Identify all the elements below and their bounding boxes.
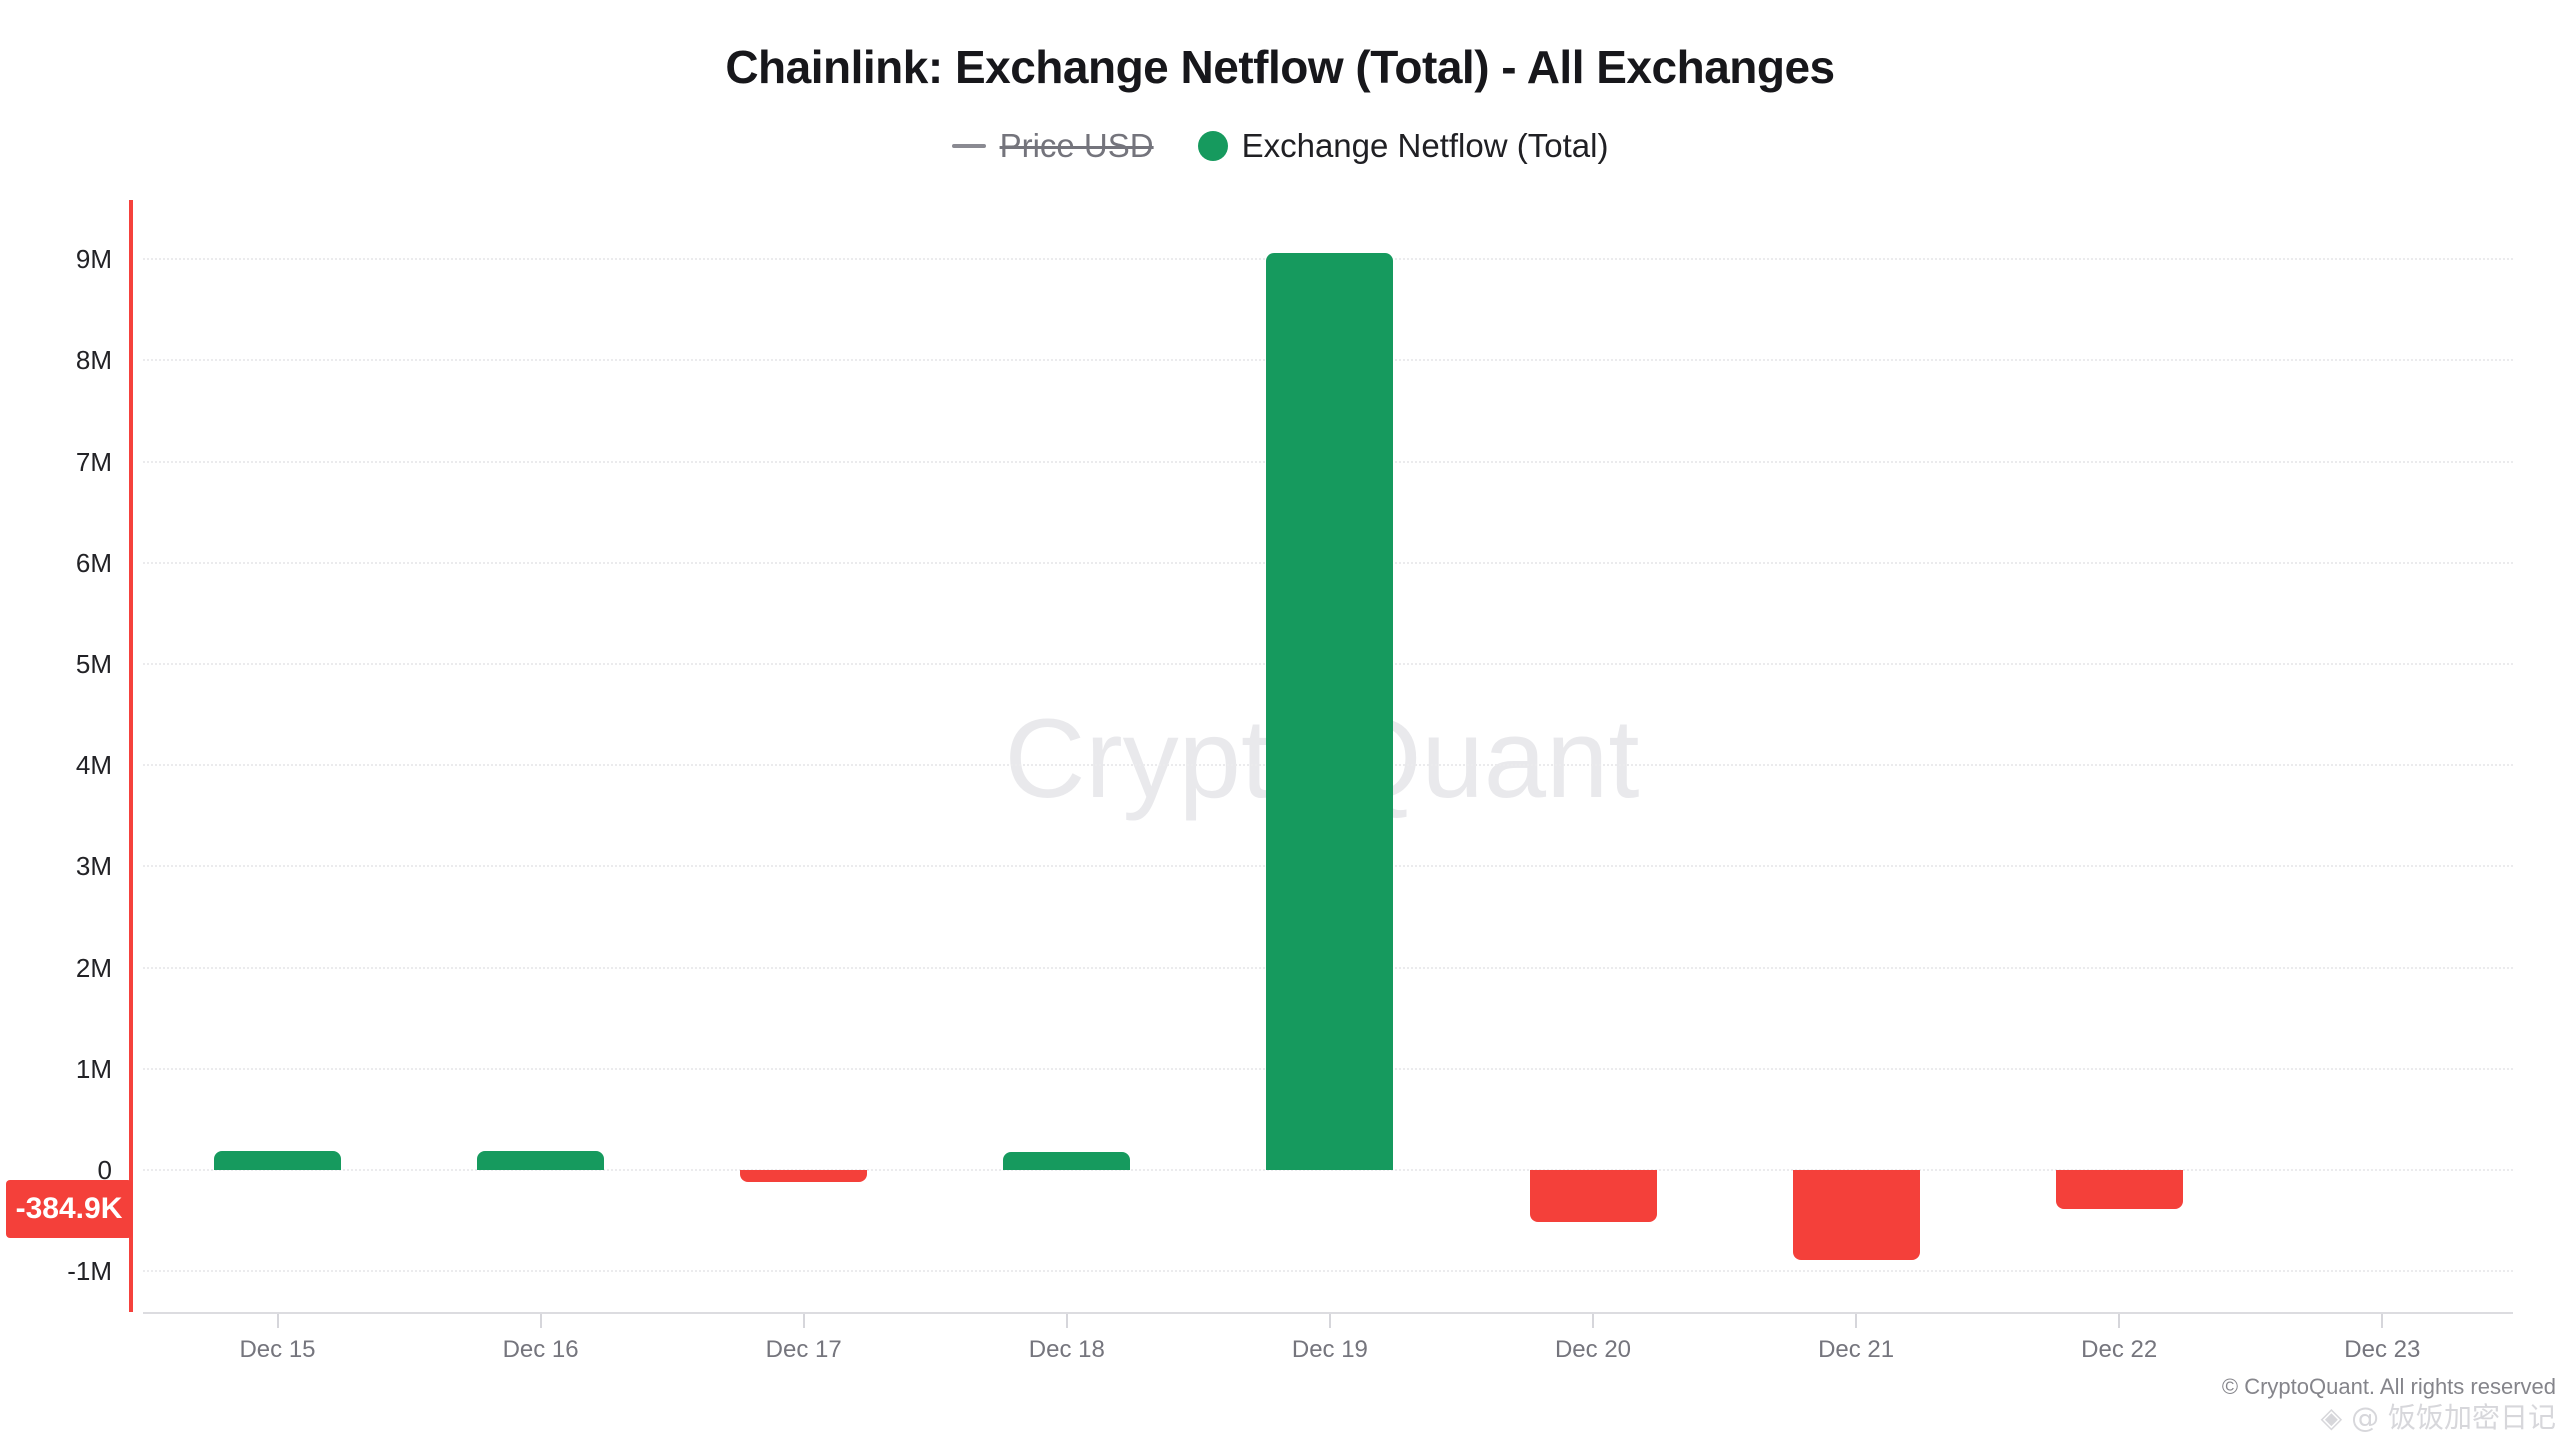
line-series-icon xyxy=(951,144,986,148)
x-tick-dec-20 xyxy=(1592,1312,1594,1328)
bar-dec-18[interactable] xyxy=(1003,1151,1131,1170)
copyright-text: © CryptoQuant. All rights reserved xyxy=(2221,1374,2556,1399)
gridline-0 xyxy=(143,1169,2513,1171)
x-axis-label-dec-16: Dec 16 xyxy=(502,1336,579,1363)
y-axis-label-0: 0 xyxy=(97,1155,112,1185)
x-axis-label-dec-20: Dec 20 xyxy=(1554,1336,1632,1363)
y-axis-label-6M: 6M xyxy=(75,547,112,578)
bar-dec-21[interactable] xyxy=(1792,1170,1920,1261)
x-axis-label-dec-18: Dec 18 xyxy=(1028,1336,1105,1363)
bar-dec-20[interactable] xyxy=(1529,1170,1657,1223)
latest-value-badge: -384.9K xyxy=(6,1179,132,1238)
x-tick-dec-19 xyxy=(1328,1312,1331,1328)
x-axis-label-dec-21: Dec 21 xyxy=(1818,1336,1895,1363)
x-axis-label-dec-19: Dec 19 xyxy=(1291,1336,1368,1363)
bar-dec-15[interactable] xyxy=(214,1150,341,1170)
x-axis-label-dec-23: Dec 23 xyxy=(2344,1336,2421,1363)
x-axis-label-dec-17: Dec 17 xyxy=(765,1336,842,1363)
y-axis-label-7M: 7M xyxy=(75,446,112,477)
y-axis-label-2M: 2M xyxy=(75,952,112,983)
x-axis-line xyxy=(143,1312,2513,1314)
x-tick-dec-18 xyxy=(1065,1312,1068,1328)
y-axis-label-3M: 3M xyxy=(75,851,112,882)
circle-series-icon xyxy=(1197,131,1228,161)
x-axis-label-dec-22: Dec 22 xyxy=(2081,1336,2158,1363)
y-axis-label-9M: 9M xyxy=(75,244,112,275)
y-axis-label-5M: 5M xyxy=(75,649,112,679)
y-axis-line xyxy=(129,200,133,1312)
x-tick-dec-21 xyxy=(1855,1312,1858,1328)
x-tick-dec-16 xyxy=(539,1312,542,1328)
legend-label-price-usd: Price USD xyxy=(999,127,1154,164)
y-axis-label-1M: 1M xyxy=(75,1053,112,1084)
bar-dec-16[interactable] xyxy=(477,1151,605,1170)
x-tick-dec-23 xyxy=(2381,1312,2384,1328)
author-watermark: ◈ @ 饭饭加密日记 xyxy=(2320,1401,2556,1434)
y-axis-label--1M: -1M xyxy=(67,1256,112,1287)
bar-dec-19[interactable] xyxy=(1266,253,1394,1170)
x-axis-label-dec-15: Dec 15 xyxy=(239,1336,316,1363)
legend-item-exchange-netflow[interactable]: Exchange Netflow (Total) xyxy=(1197,127,1609,165)
y-axis-label-8M: 8M xyxy=(75,345,112,376)
bar-dec-17[interactable] xyxy=(740,1170,868,1183)
gridline--1M xyxy=(143,1270,2513,1273)
x-tick-dec-22 xyxy=(2118,1312,2121,1328)
legend: Price USD Exchange Netflow (Total) xyxy=(0,120,2560,172)
x-tick-dec-17 xyxy=(802,1312,805,1328)
chart-title: Chainlink: Exchange Netflow (Total) - Al… xyxy=(725,41,1835,93)
legend-item-price-usd[interactable]: Price USD xyxy=(951,127,1154,165)
bar-dec-22[interactable] xyxy=(2055,1170,2183,1209)
legend-label-exchange-netflow: Exchange Netflow (Total) xyxy=(1241,127,1609,164)
y-axis-label-4M: 4M xyxy=(75,750,112,781)
x-tick-dec-15 xyxy=(276,1312,279,1328)
